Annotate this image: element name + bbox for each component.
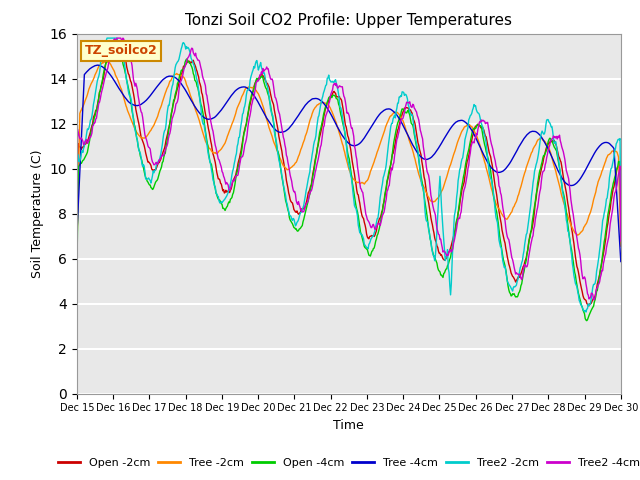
- Open -4cm: [617, 216, 625, 222]
- Open -4cm: [583, 318, 591, 324]
- Tree2 -2cm: [140, 162, 147, 168]
- Open -4cm: [73, 279, 81, 285]
- Open -2cm: [73, 265, 81, 271]
- Tree2 -4cm: [617, 238, 625, 244]
- Tree2 -4cm: [73, 214, 81, 219]
- Open -2cm: [83, 139, 90, 145]
- Open -4cm: [416, 162, 424, 168]
- Open -2cm: [140, 140, 147, 146]
- Title: Tonzi Soil CO2 Profile: Upper Temperatures: Tonzi Soil CO2 Profile: Upper Temperatur…: [186, 13, 512, 28]
- Tree -2cm: [102, 58, 110, 64]
- Tree -2cm: [431, 198, 439, 204]
- Tree2 -4cm: [113, 35, 121, 41]
- Tree2 -2cm: [73, 229, 81, 235]
- Tree -4cm: [94, 62, 102, 68]
- Tree -2cm: [83, 94, 90, 100]
- Open -2cm: [195, 74, 202, 80]
- Tree2 -4cm: [431, 212, 439, 218]
- Tree -4cm: [431, 150, 439, 156]
- Open -2cm: [112, 38, 120, 44]
- Tree -4cm: [416, 153, 424, 158]
- Y-axis label: Soil Temperature (C): Soil Temperature (C): [31, 149, 44, 278]
- Tree2 -4cm: [83, 137, 90, 143]
- Tree2 -2cm: [617, 220, 625, 226]
- Tree -2cm: [73, 253, 81, 259]
- Tree -4cm: [73, 234, 81, 240]
- Tree2 -4cm: [223, 181, 231, 187]
- Tree2 -4cm: [416, 122, 424, 128]
- Tree2 -2cm: [223, 192, 231, 197]
- Tree -2cm: [223, 133, 231, 139]
- Tree -4cm: [617, 259, 625, 264]
- Open -4cm: [83, 151, 90, 157]
- Legend: Open -2cm, Tree -2cm, Open -4cm, Tree -4cm, Tree2 -2cm, Tree2 -4cm: Open -2cm, Tree -2cm, Open -4cm, Tree -4…: [53, 453, 640, 472]
- Tree2 -2cm: [582, 309, 590, 315]
- Tree2 -4cm: [195, 57, 202, 63]
- Tree -2cm: [416, 173, 424, 179]
- Open -4cm: [140, 165, 147, 170]
- Tree2 -2cm: [195, 87, 202, 93]
- Open -2cm: [416, 146, 424, 152]
- X-axis label: Time: Time: [333, 419, 364, 432]
- Line: Tree -2cm: Tree -2cm: [77, 61, 621, 256]
- Open -2cm: [585, 303, 593, 309]
- Line: Tree2 -2cm: Tree2 -2cm: [77, 38, 621, 312]
- Text: TZ_soilco2: TZ_soilco2: [85, 44, 157, 58]
- Open -4cm: [431, 256, 439, 262]
- Tree -4cm: [195, 109, 202, 115]
- Open -4cm: [195, 89, 202, 95]
- Line: Open -4cm: Open -4cm: [77, 46, 621, 321]
- Tree2 -4cm: [140, 120, 147, 126]
- Tree -2cm: [195, 116, 202, 121]
- Line: Tree -4cm: Tree -4cm: [77, 65, 621, 262]
- Tree -4cm: [83, 69, 90, 75]
- Line: Tree2 -4cm: Tree2 -4cm: [77, 38, 621, 300]
- Tree2 -2cm: [416, 162, 424, 168]
- Tree -4cm: [140, 100, 147, 106]
- Tree2 -4cm: [591, 297, 598, 303]
- Line: Open -2cm: Open -2cm: [77, 41, 621, 306]
- Open -2cm: [223, 189, 231, 194]
- Tree2 -2cm: [103, 35, 111, 41]
- Open -4cm: [109, 43, 117, 48]
- Open -2cm: [431, 238, 439, 243]
- Tree -4cm: [223, 98, 231, 104]
- Open -4cm: [223, 204, 231, 209]
- Tree -2cm: [140, 135, 147, 141]
- Tree2 -2cm: [431, 252, 439, 258]
- Tree2 -2cm: [83, 131, 90, 136]
- Open -2cm: [617, 217, 625, 223]
- Tree -2cm: [617, 243, 625, 249]
